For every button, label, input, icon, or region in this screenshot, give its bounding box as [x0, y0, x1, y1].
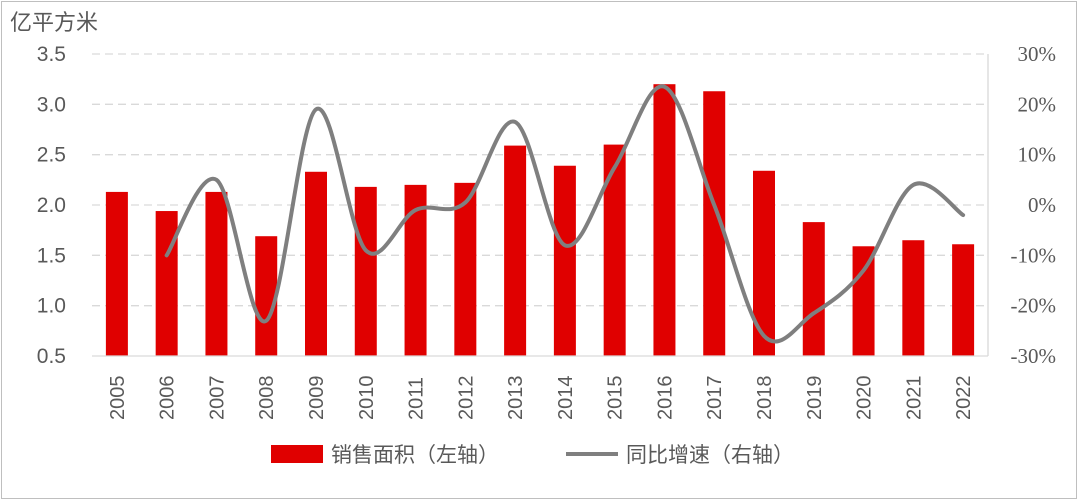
x-axis-ticks: 2005 2006 2007 2008 2009 2010 2011 2012 2013 2014… [107, 375, 975, 420]
left-axis-ticks: 0.5 1.0 1.5 2.0 2.5 3.0 3.5 [37, 43, 66, 368]
legend: 销售面积（左轴） 同比增速（右轴） [271, 443, 794, 467]
bar-2011 [404, 184, 427, 356]
left-tick-label: 2.5 [37, 144, 66, 167]
right-tick-label: -30% [1011, 344, 1057, 368]
right-tick-label: -10% [1011, 243, 1057, 267]
x-tick-label: 2016 [654, 376, 676, 421]
bar-2021 [902, 240, 925, 356]
right-tick-label: 20% [1018, 92, 1057, 116]
x-tick-label: 2021 [903, 376, 925, 421]
bar-2017 [703, 91, 726, 356]
bar-series-sales-area [105, 84, 975, 356]
x-tick-label: 2020 [854, 376, 876, 421]
left-tick-label: 3.5 [37, 43, 66, 66]
bar-2007 [205, 191, 228, 356]
x-tick-label: 2011 [406, 377, 428, 420]
x-tick-label: 2008 [256, 376, 278, 421]
left-tick-label: 3.0 [37, 93, 66, 116]
x-tick-label: 2017 [704, 376, 726, 421]
right-tick-label: 30% [1018, 42, 1057, 66]
x-tick-label: 2013 [505, 376, 527, 421]
right-tick-label: -20% [1011, 294, 1057, 318]
bar-2018 [753, 170, 775, 356]
bar-2009 [305, 171, 327, 356]
yoy-growth-line [164, 84, 966, 344]
x-tick-label: 2012 [455, 375, 477, 420]
left-tick-label: 1.5 [37, 244, 66, 267]
legend-label-yoy-growth: 同比增速（右轴） [626, 443, 794, 467]
left-tick-label: 1.0 [37, 295, 66, 318]
line-series-yoy-growth [164, 84, 966, 344]
x-tick-label: 2006 [157, 376, 179, 421]
bar-2016 [653, 84, 676, 356]
x-tick-label: 2007 [206, 376, 228, 421]
bar-2012 [454, 182, 477, 356]
bar-2013 [504, 145, 527, 356]
x-tick-label: 2009 [306, 376, 328, 421]
left-axis-unit: 亿平方米 [10, 10, 98, 35]
bar-2008 [255, 236, 278, 356]
x-tick-label: 2022 [953, 376, 975, 421]
bar-2020 [852, 246, 875, 356]
bar-2022 [952, 244, 975, 356]
x-tick-label: 2005 [107, 376, 129, 421]
bar-2019 [802, 222, 825, 356]
left-tick-label: 0.5 [37, 345, 66, 368]
right-axis-ticks: -30% -20% -10% 0% 10% 20% 30% [1011, 42, 1057, 368]
x-tick-label: 2014 [555, 376, 577, 421]
x-tick-label: 2019 [804, 376, 826, 421]
bar-2015 [603, 144, 626, 356]
right-tick-label: 10% [1018, 143, 1057, 167]
legend-label-sales-area: 销售面积（左轴） [331, 443, 499, 467]
bar-2010 [354, 186, 377, 356]
axis-lines [92, 54, 989, 357]
legend-swatch-sales-area [271, 445, 323, 463]
x-tick-label: 2010 [356, 376, 378, 421]
left-tick-label: 2.0 [37, 194, 66, 217]
right-tick-label: 0% [1028, 193, 1056, 217]
bar-2014 [553, 165, 576, 356]
x-tick-label: 2018 [754, 376, 776, 421]
bar-2006 [155, 211, 178, 356]
bar-2005 [105, 191, 128, 356]
x-tick-label: 2015 [605, 376, 627, 421]
